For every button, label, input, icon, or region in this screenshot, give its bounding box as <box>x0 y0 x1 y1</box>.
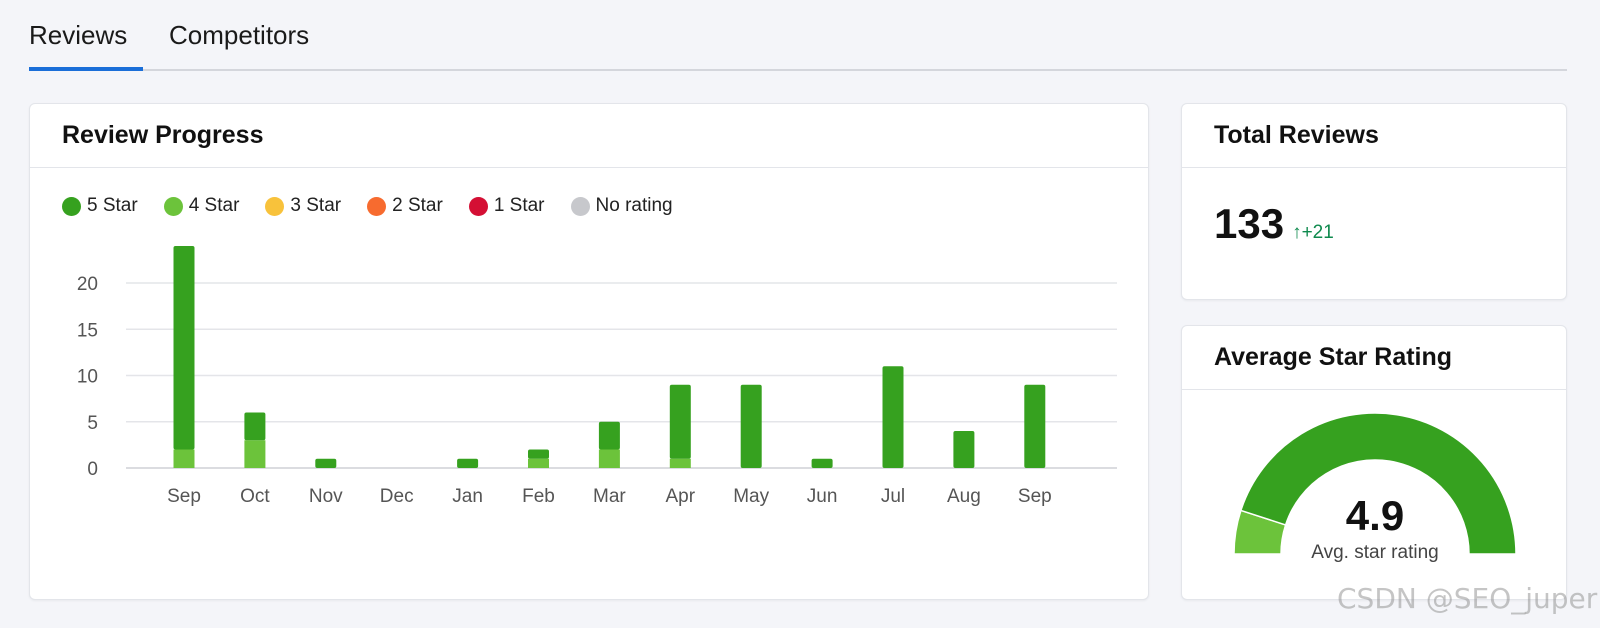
y-tick-label: 20 <box>77 274 98 295</box>
legend-dot-1-star <box>468 196 488 216</box>
legend-label-3-star: 3 Star <box>290 195 342 216</box>
bar-4-star <box>669 458 691 468</box>
x-tick-label: Oct <box>240 486 270 507</box>
review-progress-card: Review Progress 5 Star 4 Star 3 Star 2 S… <box>29 103 1149 600</box>
bar-5-star <box>1024 384 1046 468</box>
bar-5-star <box>953 431 975 468</box>
y-tick-label: 5 <box>87 413 98 434</box>
review-progress-header: Review Progress <box>30 104 1148 168</box>
x-tick-label: Aug <box>947 486 981 507</box>
bar-4-star <box>244 440 266 468</box>
legend-item-4-star[interactable]: 4 Star <box>163 195 240 217</box>
legend-item-2-star[interactable]: 2 Star <box>367 195 443 217</box>
chart-legend: 5 Star 4 Star 3 Star 2 Star 1 Star No ra… <box>62 195 673 217</box>
legend-label-5-star: 5 Star <box>87 195 138 216</box>
legend-label-no-rating: No rating <box>595 195 673 216</box>
bar-5-star <box>811 458 833 468</box>
tab-reviews-label: Reviews <box>29 20 128 50</box>
bar-5-star <box>740 384 762 468</box>
legend-item-3-star[interactable]: 3 Star <box>265 195 341 217</box>
average-rating-card: Average Star Rating 4.9 Avg. star rating <box>1181 325 1567 600</box>
legend-dot-no-rating <box>570 196 590 216</box>
bar-5-star <box>528 449 549 459</box>
x-tick-label: Dec <box>380 486 414 507</box>
watermark: CSDN @SEO_juper <box>1337 582 1598 615</box>
bar-5-star <box>173 246 195 450</box>
legend-item-no-rating[interactable]: No rating <box>570 195 673 217</box>
tab-competitors[interactable]: Competitors <box>169 20 309 71</box>
tab-bar: Reviews Competitors <box>29 0 1567 71</box>
x-tick-label: Mar <box>593 486 626 507</box>
bar-4-star <box>598 449 620 468</box>
x-tick-label: Sep <box>1018 486 1052 507</box>
legend-label-2-star: 2 Star <box>392 195 443 216</box>
legend-dot-2-star <box>367 196 387 216</box>
y-tick-label: 15 <box>77 320 98 341</box>
bar-5-star <box>598 421 620 450</box>
total-reviews-body: 133 ↑+21 <box>1214 200 1334 248</box>
legend-item-5-star[interactable]: 5 Star <box>62 195 138 217</box>
average-rating-value: 4.9 <box>1345 492 1405 539</box>
x-tick-label: Jan <box>452 486 483 507</box>
tab-reviews[interactable]: Reviews <box>29 20 143 71</box>
total-reviews-title: Total Reviews <box>1214 121 1379 149</box>
bar-5-star <box>457 458 479 468</box>
bar-5-star <box>669 384 691 459</box>
legend-dot-5-star <box>62 196 81 216</box>
x-tick-label: Feb <box>522 486 555 507</box>
y-tick-label: 10 <box>77 367 98 388</box>
legend-label-1-star: 1 Star <box>493 195 545 216</box>
bar-4-star <box>173 449 195 468</box>
y-tick-label: 0 <box>87 459 98 480</box>
gauge-segment-5-star <box>1239 412 1517 555</box>
x-tick-label: Jul <box>881 486 905 507</box>
legend-dot-3-star <box>265 196 285 216</box>
rating-gauge <box>1233 412 1517 555</box>
bar-5-star <box>315 458 337 468</box>
x-tick-label: Nov <box>309 486 343 507</box>
total-reviews-delta: ↑+21 <box>1292 222 1334 243</box>
bar-5-star <box>882 366 904 468</box>
tab-competitors-label: Competitors <box>169 20 310 50</box>
legend-label-4-star: 4 Star <box>188 195 240 216</box>
average-rating-label: Avg. star rating <box>1311 542 1439 563</box>
average-rating-title: Average Star Rating <box>1214 343 1453 371</box>
total-reviews-card: Total Reviews 133 ↑+21 <box>1181 103 1567 300</box>
bar-5-star <box>244 412 266 441</box>
total-reviews-header: Total Reviews <box>1182 104 1566 168</box>
bar-4-star <box>528 458 549 468</box>
review-progress-title: Review Progress <box>62 121 264 149</box>
x-tick-label: May <box>733 486 769 507</box>
review-progress-chart: 0 5 10 15 20 Sep Oct Nov Dec Jan Feb Mar Apr May Jun Ju… <box>77 246 1117 507</box>
x-tick-label: Sep <box>167 486 201 507</box>
average-rating-header: Average Star Rating <box>1182 326 1566 390</box>
total-reviews-value: 133 <box>1214 200 1285 247</box>
x-tick-label: Jun <box>807 486 838 507</box>
x-tick-label: Apr <box>666 486 696 507</box>
legend-dot-4-star <box>163 196 183 216</box>
legend-item-1-star[interactable]: 1 Star <box>468 195 545 217</box>
